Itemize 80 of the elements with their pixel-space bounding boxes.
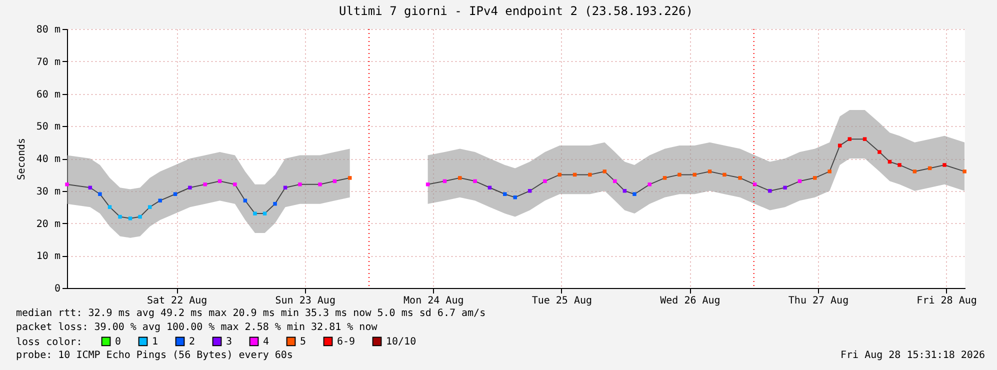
y-tick-label: 70 m — [36, 56, 60, 68]
point — [878, 150, 882, 154]
y-tick-label: 50 m — [36, 122, 60, 133]
legend-title: loss color: — [16, 337, 82, 348]
text: packet loss: 39.00 % avg 100.00 % max 2.58 % min 32.81 % now — [16, 322, 378, 333]
y-tick-label: 20 m — [36, 218, 60, 230]
point — [768, 189, 772, 193]
point — [898, 163, 902, 167]
legend-label: 5 — [300, 336, 306, 348]
point — [233, 182, 237, 186]
point — [243, 198, 248, 202]
x-tick-label: Wed 26 Aug — [660, 296, 720, 306]
x-tick-label: Sun 23 Aug — [275, 296, 336, 306]
y-tick-label: 60 m — [36, 89, 60, 100]
text: Fri Aug 28 15:31:18 2026 — [840, 350, 985, 361]
point — [98, 192, 102, 196]
legend-label: 0 — [115, 336, 122, 348]
point — [613, 179, 617, 184]
point — [473, 179, 477, 184]
point — [273, 202, 277, 206]
point — [298, 182, 302, 186]
legend-label: 4 — [263, 336, 270, 348]
point — [138, 214, 142, 219]
x-tick-label: Sat 22 Aug — [146, 296, 208, 306]
point — [128, 216, 132, 220]
y-tick-label: 40 m — [36, 154, 60, 165]
point — [962, 170, 966, 174]
point — [588, 172, 592, 177]
point — [458, 176, 462, 180]
y-tick-label: 0 — [54, 284, 60, 294]
point — [543, 179, 547, 184]
point — [65, 182, 69, 186]
point — [942, 163, 946, 167]
point — [828, 170, 832, 174]
point — [426, 182, 430, 186]
point — [813, 176, 817, 180]
point — [173, 192, 178, 196]
point — [513, 195, 517, 200]
y-tick-label: 30 m — [36, 186, 60, 198]
y-tick-label: 10 m — [36, 251, 60, 262]
legend-label: 2 — [189, 336, 196, 348]
point — [848, 137, 852, 141]
point — [318, 182, 322, 186]
x-tick-label: Fri 28 Aug — [916, 296, 977, 306]
text: median rtt: 32.9 ms avg 49.2 ms max 20.9 ms min 35.3 ms now 5.0 ms sd 6.7 am/s — [16, 308, 486, 319]
point — [118, 214, 122, 219]
x-tick-label: Tue 25 Aug — [532, 296, 592, 306]
point — [752, 182, 757, 186]
point — [188, 186, 192, 190]
point — [148, 205, 152, 209]
y-axis-title: Seconds — [16, 138, 28, 180]
point — [862, 137, 867, 141]
point — [203, 182, 207, 186]
legend-label: 6-9 — [337, 336, 356, 348]
legend-label: 10/10 — [386, 336, 416, 348]
point — [708, 170, 712, 174]
x-tick-label: Thu 27 Aug — [788, 296, 849, 306]
point — [738, 176, 742, 180]
point — [502, 192, 507, 196]
point — [912, 170, 917, 174]
x-tick-label: Mon 24 Aug — [404, 296, 464, 306]
chart-title: Ultimi 7 giorni - IPv4 endpoint 2 (23.58.193.226) — [338, 4, 694, 18]
point — [158, 198, 162, 202]
point — [632, 192, 636, 196]
point — [783, 186, 787, 190]
point — [262, 212, 267, 216]
point — [838, 144, 842, 148]
point — [692, 172, 696, 177]
legend-label: 1 — [152, 336, 158, 348]
text: probe: 10 ICMP Echo Pings (56 Bytes) every 60s — [16, 350, 293, 361]
point — [678, 172, 682, 177]
point — [722, 172, 726, 177]
y-tick-label: 80 m — [36, 24, 60, 36]
point — [348, 176, 352, 180]
legend-label: 3 — [226, 336, 232, 348]
point — [648, 182, 652, 186]
point — [108, 205, 112, 209]
point — [662, 176, 667, 180]
point — [253, 212, 257, 216]
point — [602, 170, 607, 174]
